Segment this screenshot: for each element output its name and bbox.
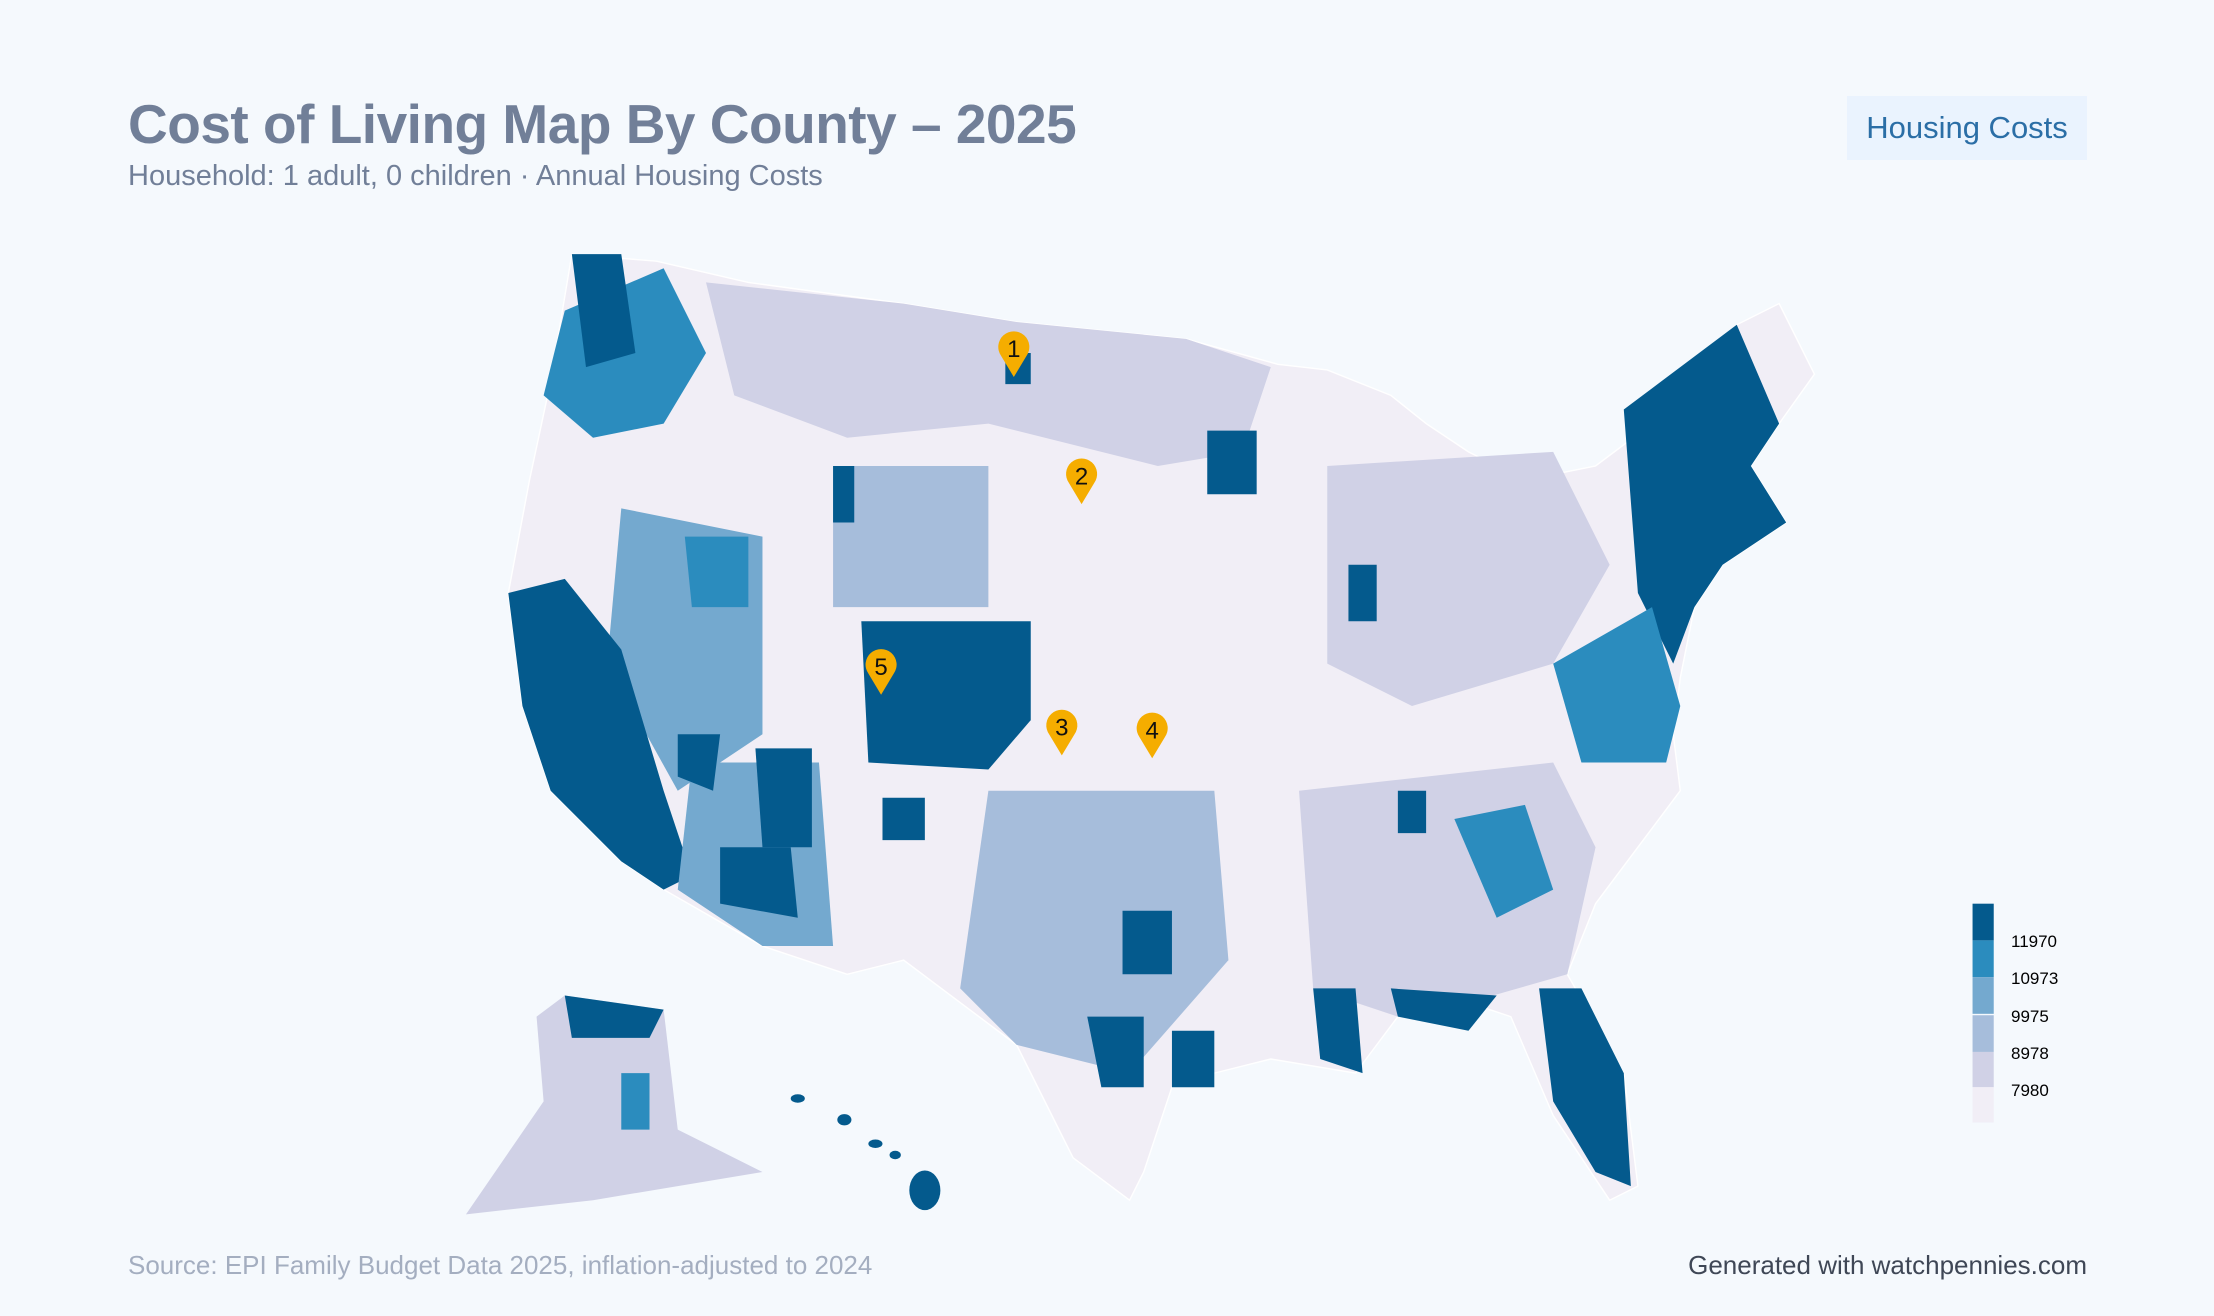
county-shading xyxy=(508,254,1787,1187)
legend-swatch xyxy=(1972,903,1994,941)
marker-label: 5 xyxy=(874,654,887,681)
legend-swatch xyxy=(1972,1015,1994,1052)
map-marker-5[interactable]: 5 xyxy=(865,649,897,695)
pin-icon xyxy=(1066,458,1098,505)
legend xyxy=(1972,903,1994,1123)
legend-swatch xyxy=(1972,977,1994,1014)
pin-icon xyxy=(1136,712,1168,759)
marker-label: 2 xyxy=(1075,463,1088,490)
pin-icon xyxy=(1046,709,1078,756)
source-note: Source: EPI Family Budget Data 2025, inf… xyxy=(128,1250,873,1280)
legend-label: 9975 xyxy=(2011,1007,2049,1026)
marker-label: 1 xyxy=(1007,336,1020,363)
map-marker-4[interactable]: 4 xyxy=(1136,712,1168,759)
alaska xyxy=(465,995,763,1215)
legend-label: 10973 xyxy=(2011,969,2059,988)
hawaii xyxy=(790,1094,941,1211)
legend-swatch xyxy=(1972,940,1994,978)
legend-label: 8978 xyxy=(2011,1044,2049,1063)
pin-icon xyxy=(998,331,1030,378)
marker-label: 3 xyxy=(1055,715,1068,742)
page-subtitle: Household: 1 adult, 0 children · Annual … xyxy=(128,160,823,192)
credit-link[interactable]: Generated with watchpennies.com xyxy=(1688,1250,2087,1280)
map-marker-3[interactable]: 3 xyxy=(1046,709,1078,756)
pin-icon xyxy=(865,649,897,695)
page-title: Cost of Living Map By County – 2025 xyxy=(128,93,1077,155)
legend-swatch xyxy=(1972,1087,1994,1123)
category-badge[interactable]: Housing Costs xyxy=(1847,96,2087,160)
legend-label: 7980 xyxy=(2011,1081,2049,1100)
legend-swatch xyxy=(1972,1051,1994,1088)
map-markers[interactable]: 1 2 3 4 5 xyxy=(865,331,1168,759)
marker-label: 4 xyxy=(1146,717,1159,744)
legend-label: 11970 xyxy=(2011,932,2058,951)
map-marker-1[interactable]: 1 xyxy=(998,331,1030,378)
map-marker-2[interactable]: 2 xyxy=(1066,458,1098,505)
